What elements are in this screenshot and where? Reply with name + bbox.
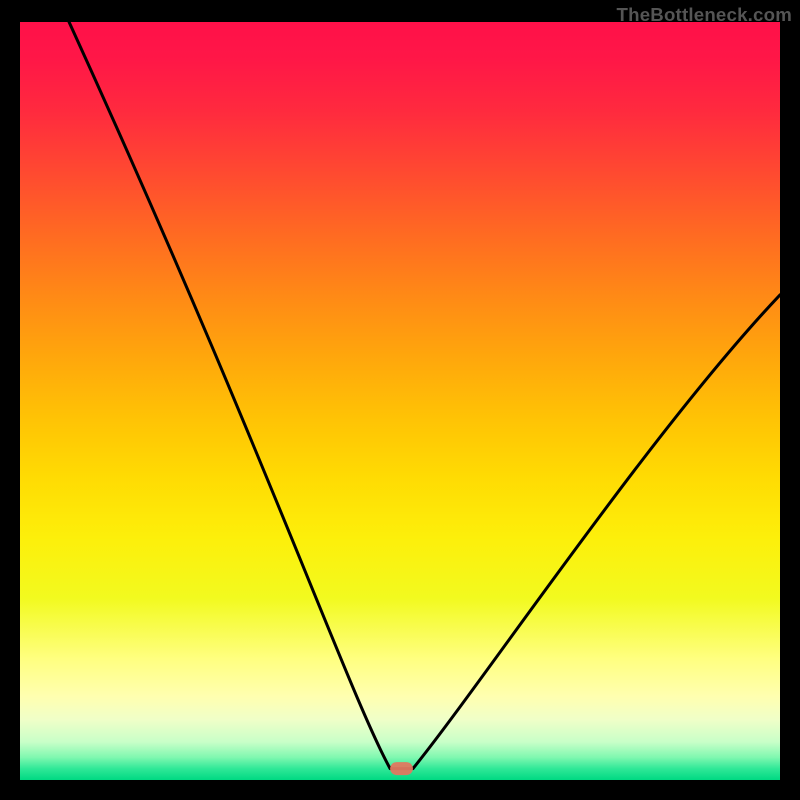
bottleneck-chart [0, 0, 800, 800]
plot-background [20, 22, 780, 780]
watermark-text: TheBottleneck.com [617, 4, 793, 26]
minimum-marker [390, 762, 413, 775]
chart-stage: TheBottleneck.com [0, 0, 800, 800]
